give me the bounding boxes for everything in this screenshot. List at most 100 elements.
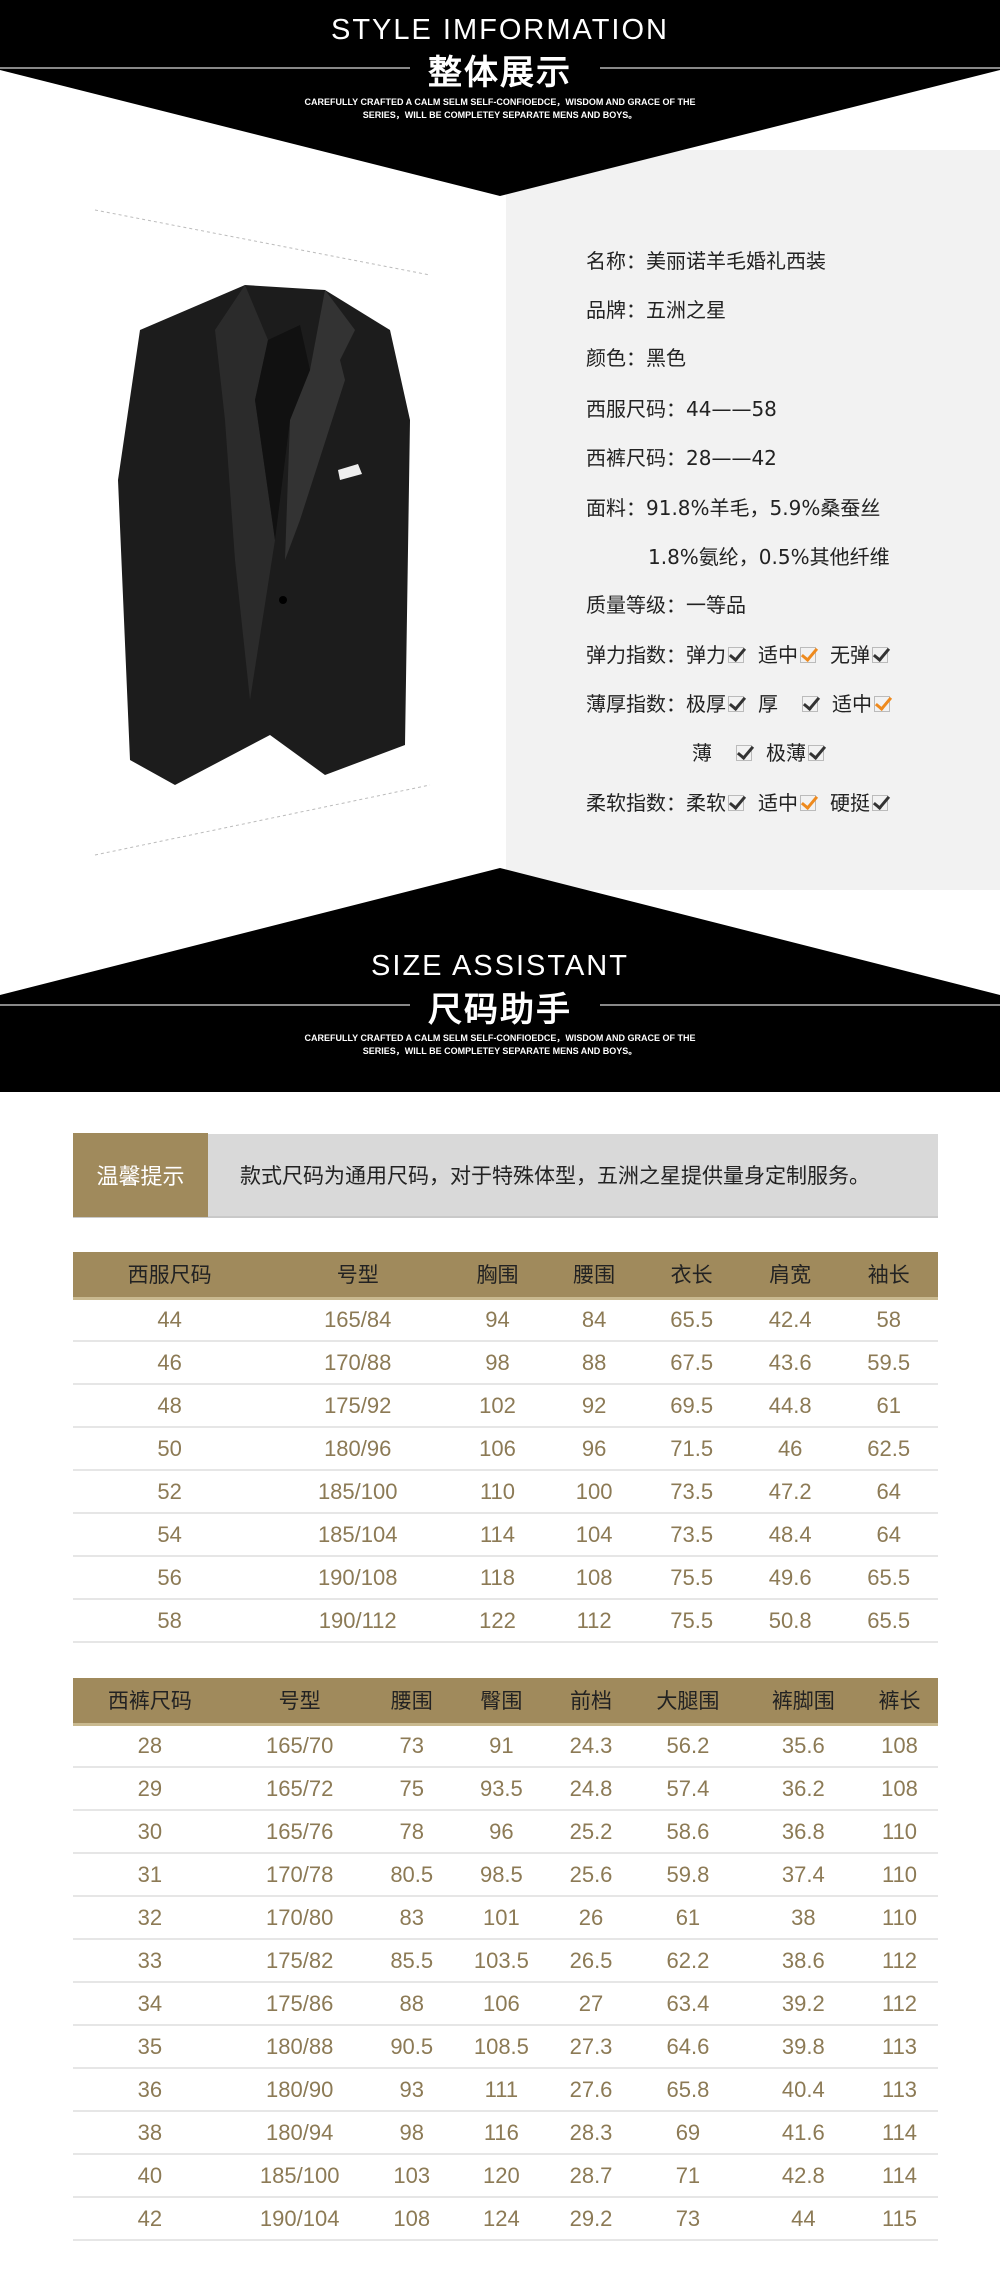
spec-name: 名称：美丽诺羊毛婚礼西装 [586, 249, 826, 273]
table-cell: 180/96 [266, 1427, 450, 1471]
table-row: 56 190/108 118 108 75.5 49.6 65.5 [73, 1556, 938, 1600]
table-cell: 114 [861, 2111, 938, 2155]
divider [600, 1004, 1000, 1006]
table-cell: 27.3 [551, 2025, 631, 2069]
decor-line [94, 784, 431, 856]
table-cell: 118 [449, 1556, 546, 1600]
table-row: 29 165/72 75 93.5 24.8 57.4 36.2 108 [73, 1767, 938, 1811]
option-label: 厚 [758, 692, 778, 716]
table-cell: 33 [73, 1939, 227, 1983]
spec-quality: 质量等级：一等品 [586, 593, 746, 617]
table-cell: 39.8 [745, 2025, 862, 2069]
option-label: 弹力 [686, 643, 726, 667]
table-cell: 102 [449, 1384, 546, 1428]
table-cell: 69 [630, 2111, 746, 2155]
table-cell: 42.8 [745, 2154, 862, 2198]
table-cell: 35 [73, 2025, 227, 2069]
table-cell: 37.4 [745, 1853, 862, 1897]
table-cell: 108 [372, 2197, 451, 2241]
table-cell: 108 [861, 1767, 938, 1811]
checkbox-icon[interactable] [728, 647, 744, 663]
spec-fabric-cont: 1.8%氨纶，0.5%其他纤维 [648, 545, 890, 569]
table-cell: 108.5 [450, 2025, 552, 2069]
table-cell: 64 [839, 1513, 938, 1557]
table-cell: 58 [73, 1599, 267, 1643]
table-cell: 98.5 [450, 1853, 552, 1897]
spec-color: 颜色：黑色 [586, 346, 686, 370]
table-cell: 75 [372, 1767, 451, 1811]
checkbox-icon[interactable] [872, 795, 888, 811]
table-cell: 110 [861, 1896, 938, 1940]
table-cell: 63.4 [630, 1982, 746, 2026]
spec-panel-bg [506, 150, 1000, 890]
style-title-cn: 整体展示 [428, 53, 572, 93]
table-cell: 190/112 [266, 1599, 450, 1643]
table-cell: 67.5 [642, 1341, 741, 1385]
decor-line [94, 209, 431, 276]
table-cell: 83 [372, 1896, 451, 1940]
column-header: 前档 [551, 1678, 631, 1726]
checkbox-icon[interactable] [802, 696, 818, 712]
divider [600, 67, 1000, 69]
table-cell: 59.5 [839, 1341, 938, 1385]
table-cell: 116 [450, 2111, 552, 2155]
table-cell: 38 [73, 2111, 227, 2155]
table-cell: 180/94 [226, 2111, 373, 2155]
table-cell: 65.8 [630, 2068, 746, 2112]
column-header: 腰围 [545, 1252, 643, 1300]
table-cell: 100 [545, 1470, 643, 1514]
table-cell: 103.5 [450, 1939, 552, 1983]
table-cell: 112 [861, 1982, 938, 2026]
table-cell: 26 [551, 1896, 631, 1940]
checkbox-icon[interactable] [874, 696, 890, 712]
table-row: 46 170/88 98 88 67.5 43.6 59.5 [73, 1341, 938, 1385]
checkbox-icon[interactable] [728, 696, 744, 712]
table-row: 40 185/100 103 120 28.7 71 42.8 114 [73, 2154, 938, 2198]
checkbox-icon[interactable] [800, 647, 816, 663]
table-cell: 108 [545, 1556, 643, 1600]
table-header-row: 西服尺码 号型 胸围 腰围 衣长 肩宽 袖长 [73, 1252, 938, 1300]
table-cell: 88 [545, 1341, 643, 1385]
table-cell: 32 [73, 1896, 227, 1940]
table-cell: 38 [745, 1896, 862, 1940]
table-cell: 75.5 [642, 1556, 741, 1600]
option-label: 硬挺 [830, 791, 870, 815]
table-row: 34 175/86 88 106 27 63.4 39.2 112 [73, 1982, 938, 2026]
table-row: 50 180/96 106 96 71.5 46 62.5 [73, 1427, 938, 1471]
table-row: 31 170/78 80.5 98.5 25.6 59.8 37.4 110 [73, 1853, 938, 1897]
table-row: 33 175/82 85.5 103.5 26.5 62.2 38.6 112 [73, 1939, 938, 1983]
table-cell: 114 [449, 1513, 546, 1557]
table-cell: 185/104 [266, 1513, 450, 1557]
table-row: 36 180/90 93 111 27.6 65.8 40.4 113 [73, 2068, 938, 2112]
table-cell: 40.4 [745, 2068, 862, 2112]
table-cell: 96 [545, 1427, 643, 1471]
table-cell: 48 [73, 1384, 267, 1428]
option-label: 薄 [692, 741, 712, 765]
table-cell: 28.7 [551, 2154, 631, 2198]
table-cell: 36 [73, 2068, 227, 2112]
table-cell: 25.2 [551, 1810, 631, 1854]
table-cell: 71 [630, 2154, 746, 2198]
table-cell: 35.6 [745, 1724, 862, 1768]
checkbox-icon[interactable] [736, 745, 752, 761]
table-cell: 175/86 [226, 1982, 373, 2026]
table-header-row: 西裤尺码 号型 腰围 臀围 前档 大腿围 裤脚围 裤长 [73, 1678, 938, 1726]
table-cell: 49.6 [740, 1556, 840, 1600]
table-cell: 28 [73, 1724, 227, 1768]
checkbox-icon[interactable] [872, 647, 888, 663]
checkbox-icon[interactable] [808, 745, 824, 761]
index-label: 柔软指数： [586, 791, 686, 815]
spec-fabric: 面料：91.8%羊毛，5.9%桑蚕丝 [586, 496, 881, 520]
table-cell: 36.2 [745, 1767, 862, 1811]
option-label: 极厚 [686, 692, 726, 716]
table-cell: 185/100 [266, 1470, 450, 1514]
table-row: 52 185/100 110 100 73.5 47.2 64 [73, 1470, 938, 1514]
checkbox-icon[interactable] [728, 795, 744, 811]
table-cell: 58 [839, 1298, 938, 1342]
table-cell: 42.4 [740, 1298, 840, 1342]
table-cell: 48.4 [740, 1513, 840, 1557]
spec-pants-size: 西裤尺码：28——42 [586, 446, 777, 470]
table-cell: 40 [73, 2154, 227, 2198]
table-cell: 64 [839, 1470, 938, 1514]
checkbox-icon[interactable] [800, 795, 816, 811]
